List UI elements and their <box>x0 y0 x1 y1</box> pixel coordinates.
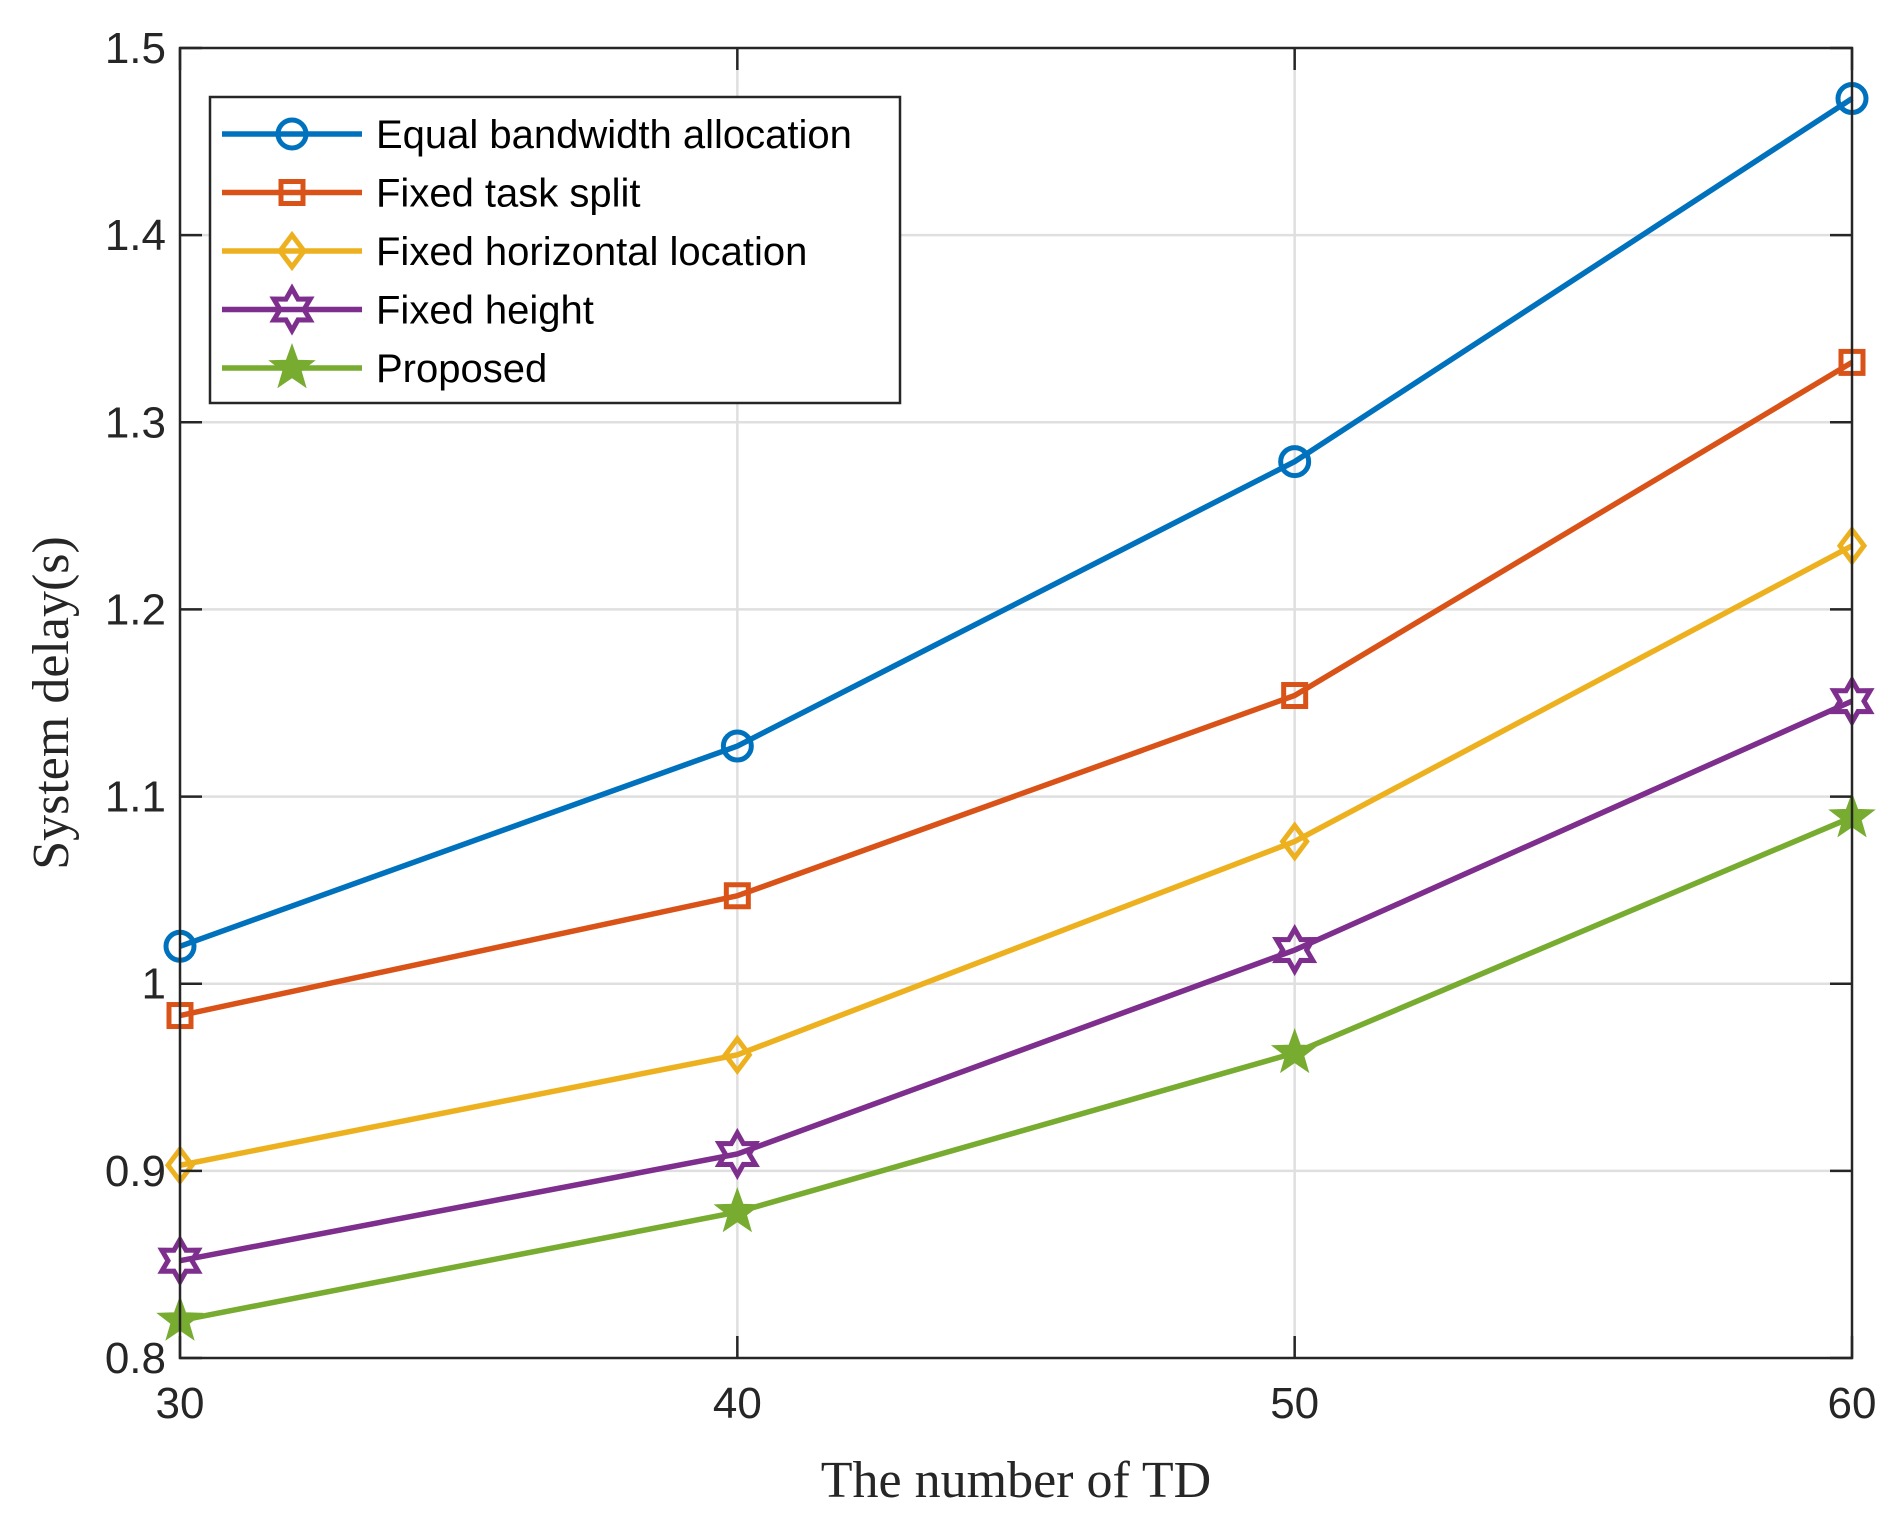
data-point-proposed <box>1270 1028 1319 1074</box>
series-line-fixed-task-split <box>179 360 1854 1019</box>
y-tick-label: 0.8 <box>105 1334 166 1383</box>
plot-frame <box>178 46 1854 1360</box>
y-tick-label: 0.9 <box>105 1147 166 1196</box>
legend-marker-fixed-horizontal-location <box>276 230 308 272</box>
data-point-fixed-task-split <box>723 882 751 910</box>
axis-ticks: 0.8 0.9 1 1.1 1.2 1.3 1.4 1.5 30 40 50 60 <box>105 24 1877 1428</box>
x-axis-label: The number of TD <box>821 1452 1211 1509</box>
data-point-fixed-height <box>714 1127 760 1181</box>
series-line-proposed <box>179 814 1854 1324</box>
legend-label-equal-bandwidth-allocation: Equal bandwidth allocation <box>376 113 852 157</box>
legend-marker-fixed-height <box>269 283 315 336</box>
series-line-fixed-horizontal-location <box>179 543 1854 1168</box>
legend: Equal bandwidth allocation Fixed task spl… <box>208 95 902 405</box>
legend-marker-proposed <box>268 343 316 389</box>
y-tick-label: 1.4 <box>105 211 166 260</box>
data-point-equal-bandwidth-allocation <box>1278 445 1312 479</box>
y-tick-label: 1.3 <box>105 398 166 447</box>
y-tick-label: 1 <box>142 960 166 1009</box>
series-line-fixed-height <box>179 698 1854 1264</box>
data-point-fixed-horizontal-location <box>722 1034 753 1075</box>
series-line-equal-bandwidth-allocation <box>179 96 1854 949</box>
x-tick-label: 40 <box>713 1379 762 1428</box>
legend-marker-equal-bandwidth-allocation <box>275 117 309 151</box>
legend-label-fixed-height: Fixed height <box>376 289 594 333</box>
y-tick-label: 1.2 <box>105 585 166 634</box>
legend-label-fixed-task-split: Fixed task split <box>376 172 641 216</box>
x-tick-label: 60 <box>1828 1379 1877 1428</box>
legend-label-proposed: Proposed <box>376 347 547 391</box>
x-tick-label: 30 <box>156 1379 205 1428</box>
y-tick-label: 1.1 <box>105 773 166 822</box>
x-tick-label: 50 <box>1270 1379 1319 1428</box>
y-axis-label: System delay(s) <box>23 536 80 870</box>
data-point-fixed-height <box>1272 923 1318 977</box>
data-point-fixed-horizontal-location <box>1279 821 1310 862</box>
legend-marker-fixed-task-split <box>278 179 306 206</box>
data-point-equal-bandwidth-allocation <box>720 729 754 763</box>
data-point-proposed <box>713 1187 762 1233</box>
legend-label-fixed-horizontal-location: Fixed horizontal location <box>376 230 807 274</box>
y-tick-label: 1.5 <box>105 24 166 73</box>
data-point-fixed-task-split <box>1281 682 1309 710</box>
